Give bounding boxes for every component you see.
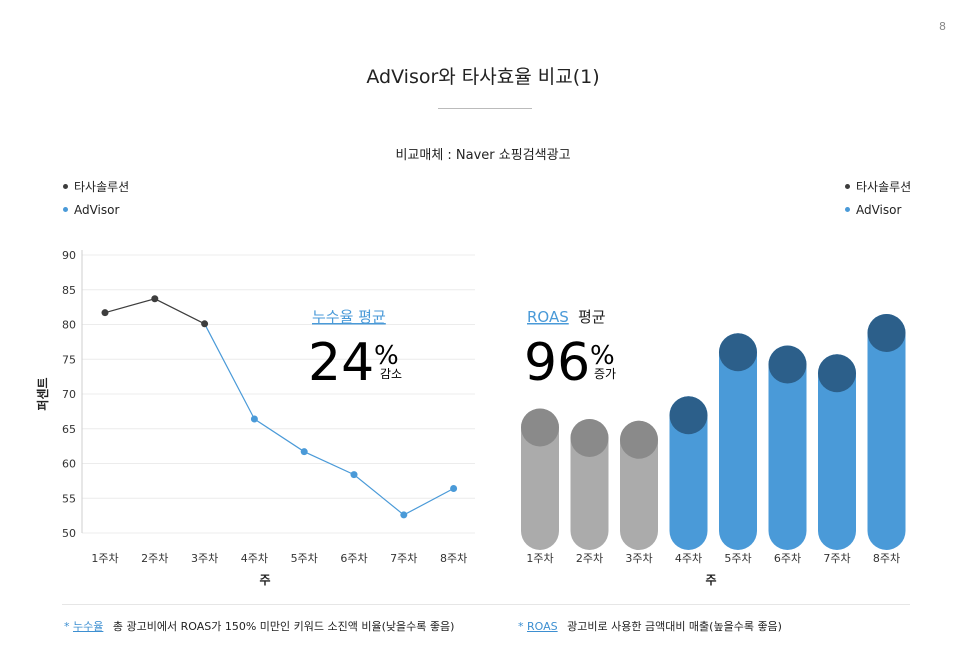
roas-callout-change: 증가 <box>594 367 616 381</box>
footnote-star: * <box>518 620 524 633</box>
leakage-callout-unit: % <box>374 341 399 371</box>
leakage-callout-change: 감소 <box>380 367 402 381</box>
bar-advisor <box>768 345 807 550</box>
x-tick-label: 3주차 <box>191 552 218 565</box>
page-number: 8 <box>939 20 946 33</box>
bar-advisor <box>867 314 906 550</box>
bar-advisor <box>669 396 708 550</box>
footnote-key: 누수율 <box>73 620 104 633</box>
data-point-advisor <box>250 415 258 423</box>
competitor-dot-icon <box>845 184 850 189</box>
roas-callout-label: 평균 <box>578 308 606 326</box>
x-tick-label: 2주차 <box>576 552 603 565</box>
legend-label: AdVisor <box>74 203 120 217</box>
bar-cap <box>867 314 906 352</box>
legend-label: 타사솔루션 <box>856 180 912 194</box>
y-tick-label: 55 <box>62 492 76 505</box>
x-tick-label: 6주차 <box>340 552 367 565</box>
line-chart: 50 55 60 65 70 75 80 85 90 1주차 2주차 3주차 4주차 5주차 6주차 7주차… <box>35 249 475 587</box>
data-point-competitor <box>201 320 209 328</box>
right-legend-competitor: 타사솔루션 <box>845 178 911 195</box>
competitor-dot-icon <box>63 184 68 189</box>
y-tick-label: 65 <box>62 423 76 436</box>
x-tick-label: 6주차 <box>774 552 801 565</box>
y-tick-label: 80 <box>62 319 76 332</box>
x-axis-label: 주 <box>259 573 270 587</box>
bar-advisor <box>818 354 856 550</box>
footnote-star: * <box>64 620 70 633</box>
bar-cap <box>521 408 559 447</box>
legend-label: 타사솔루션 <box>74 180 130 194</box>
leakage-callout-label: 누수율 평균 <box>312 308 386 326</box>
bar-advisor <box>719 333 757 550</box>
data-point-advisor <box>450 485 458 493</box>
x-axis-label: 주 <box>705 573 716 587</box>
data-point-advisor <box>300 448 308 456</box>
y-tick-label: 50 <box>62 527 76 540</box>
data-point-competitor <box>101 309 109 317</box>
roas-callout-key: ROAS <box>527 308 569 326</box>
y-tick-label: 90 <box>62 249 76 262</box>
x-tick-label: 8주차 <box>440 552 467 565</box>
y-axis-label: 퍼센트 <box>35 377 50 410</box>
bar-cap <box>818 354 856 393</box>
x-tick-label: 4주차 <box>241 552 268 565</box>
right-legend-advisor: AdVisor <box>845 203 901 217</box>
y-tick-label: 70 <box>62 388 76 401</box>
advisor-dot-icon <box>845 207 850 212</box>
left-legend-advisor: AdVisor <box>63 203 119 217</box>
bar-chart: 1주차 2주차 3주차 4주차 5주차 6주차 7주차 8주차 주 ROAS 평균 96 % … <box>521 308 906 587</box>
x-tick-label: 8주차 <box>873 552 900 565</box>
data-point-advisor <box>400 511 408 519</box>
left-legend-competitor: 타사솔루션 <box>63 178 129 195</box>
x-tick-label: 2주차 <box>141 552 168 565</box>
y-tick-label: 85 <box>62 284 76 297</box>
footnote-text: 광고비로 사용한 금액대비 매출(높을수록 좋음) <box>567 620 782 633</box>
x-tick-label: 7주차 <box>390 552 417 565</box>
bar-cap <box>669 396 708 435</box>
footer-divider <box>62 604 910 605</box>
title-divider <box>438 108 532 109</box>
roas-callout-unit: % <box>590 341 615 371</box>
page-title: AdVisor와 타사효율 비교(1) <box>366 66 600 88</box>
page-subtitle: 비교매체 : Naver 쇼핑검색광고 <box>395 148 571 163</box>
bar-cap <box>768 345 807 384</box>
footnote-key: ROAS <box>527 620 558 633</box>
x-tick-label: 1주차 <box>526 552 553 565</box>
roas-callout-value: 96 <box>524 333 590 393</box>
roas-footnote: * ROAS 광고비로 사용한 금액대비 매출(높을수록 좋음) <box>518 618 782 634</box>
advisor-dot-icon <box>63 207 68 212</box>
legend-label: AdVisor <box>856 203 902 217</box>
y-tick-label: 60 <box>62 458 76 471</box>
data-point-advisor <box>350 471 358 479</box>
x-tick-label: 7주차 <box>823 552 850 565</box>
x-tick-label: 3주차 <box>625 552 652 565</box>
y-tick-label: 75 <box>62 353 76 366</box>
x-tick-label: 4주차 <box>675 552 702 565</box>
leakage-callout-value: 24 <box>308 333 374 393</box>
bar-cap <box>570 419 609 457</box>
bar-cap <box>719 333 757 372</box>
data-point-competitor <box>151 295 159 303</box>
x-tick-label: 5주차 <box>291 552 318 565</box>
series-line-advisor <box>204 323 454 516</box>
bar-cap <box>620 420 658 459</box>
leakage-footnote: * 누수율 총 광고비에서 ROAS가 150% 미만인 키워드 소진액 비율(… <box>64 618 454 634</box>
series-line-competitor <box>104 298 205 325</box>
footnote-text: 총 광고비에서 ROAS가 150% 미만인 키워드 소진액 비율(낮을수록 좋… <box>112 620 455 633</box>
x-tick-label: 1주차 <box>91 552 118 565</box>
x-tick-label: 5주차 <box>724 552 751 565</box>
